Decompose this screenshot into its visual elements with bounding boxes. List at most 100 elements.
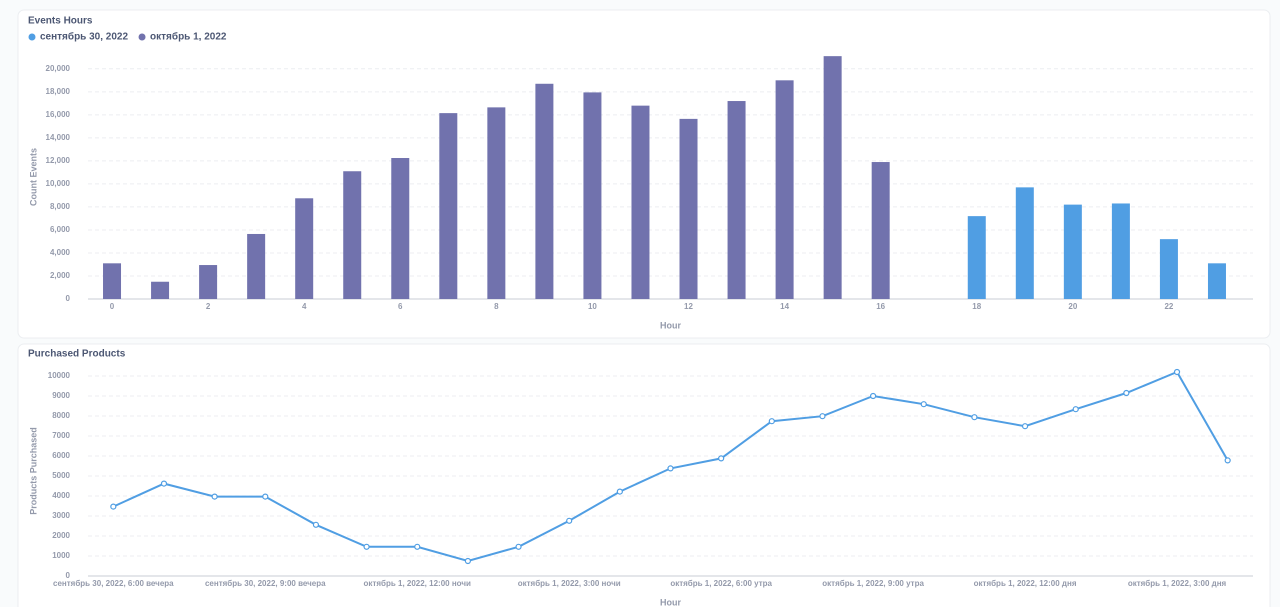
bar	[775, 80, 794, 299]
bar	[151, 281, 170, 299]
bar	[535, 83, 554, 299]
x-tick-label: сентябрь 30, 2022, 6:00 вечера	[53, 579, 174, 588]
point	[1021, 423, 1029, 430]
x-tick-label: октябрь 1, 2022, 3:00 ночи	[518, 579, 621, 588]
point	[971, 414, 978, 421]
point	[464, 557, 471, 565]
point	[718, 455, 725, 462]
y-tick-label: 10000	[48, 371, 71, 380]
bar	[295, 198, 314, 299]
bar	[823, 56, 842, 300]
x-tick-label: сентябрь 30, 2022, 9:00 вечера	[205, 579, 326, 588]
legend-label: октябрь 1, 2022	[150, 31, 227, 43]
bar	[871, 162, 890, 299]
x-axis-label: Hour	[660, 597, 681, 607]
bar	[487, 107, 506, 300]
y-tick-label: 9000	[52, 391, 70, 400]
x-tick-label: 2	[206, 302, 211, 311]
x-tick-label: октябрь 1, 2022, 3:00 дня	[1128, 579, 1227, 588]
point	[920, 401, 927, 408]
x-tick-label: октябрь 1, 2022, 12:00 дня	[974, 579, 1077, 588]
y-tick-label: 6000	[52, 451, 70, 460]
legend-dot	[138, 33, 146, 41]
legend-dot	[28, 33, 36, 41]
y-tick-label: 0	[66, 571, 71, 580]
y-tick-label: 7000	[52, 431, 70, 440]
y-tick-label: 18,000	[46, 87, 71, 96]
y-tick-label: 3000	[52, 511, 70, 520]
bar	[1063, 204, 1082, 299]
point	[1072, 406, 1079, 413]
y-tick-label: 4,000	[50, 248, 71, 257]
x-tick-label: 0	[110, 302, 115, 311]
y-tick-label: 8000	[52, 411, 70, 420]
y-axis-label: Count Events	[28, 148, 38, 206]
x-tick-label: 8	[494, 302, 499, 311]
point	[110, 503, 117, 510]
bar	[103, 263, 122, 299]
bar	[343, 171, 362, 299]
y-tick-label: 6,000	[50, 225, 71, 234]
bar	[1159, 239, 1178, 299]
x-tick-label: 6	[398, 302, 403, 311]
point	[1173, 368, 1181, 376]
y-tick-label: 0	[66, 294, 71, 303]
y-tick-label: 2,000	[50, 271, 71, 280]
bar	[1207, 263, 1226, 299]
y-tick-label: 4000	[52, 491, 70, 500]
x-tick-label: 20	[1068, 302, 1077, 311]
bar	[631, 105, 650, 299]
y-tick-label: 10,000	[46, 179, 71, 188]
y-tick-label: 14,000	[46, 133, 71, 142]
point	[262, 493, 269, 500]
x-tick-label: октябрь 1, 2022, 6:00 утра	[670, 579, 772, 588]
point	[616, 488, 623, 495]
y-tick-label: 12,000	[46, 156, 71, 165]
bar	[199, 265, 218, 299]
chart-title: Events Hours	[28, 16, 93, 27]
x-axis-label: Hour	[660, 320, 681, 330]
chart-title: Purchased Products	[28, 349, 126, 360]
x-tick-label: 16	[876, 302, 885, 311]
x-tick-label: 4	[302, 302, 307, 311]
point	[160, 480, 168, 487]
point	[566, 517, 573, 524]
y-tick-label: 20,000	[46, 64, 71, 73]
bar	[967, 216, 986, 299]
point	[312, 521, 320, 528]
point	[768, 418, 775, 425]
x-tick-label: октябрь 1, 2022, 12:00 ночи	[364, 579, 471, 588]
point	[819, 413, 826, 420]
y-tick-label: 8,000	[50, 202, 71, 211]
y-tick-label: 2000	[52, 531, 70, 540]
point	[414, 543, 421, 550]
bar	[583, 92, 602, 299]
x-tick-label: 12	[684, 302, 693, 311]
point	[515, 543, 522, 550]
bar	[439, 113, 458, 299]
bar	[727, 101, 746, 299]
y-tick-label: 5000	[52, 471, 70, 480]
point	[870, 392, 877, 400]
y-tick-label: 1000	[52, 551, 70, 560]
x-tick-label: октябрь 1, 2022, 9:00 утра	[822, 579, 924, 588]
bar	[391, 158, 410, 299]
bar	[247, 233, 266, 299]
y-axis-label: Products Purchased	[28, 427, 38, 515]
x-tick-label: 18	[972, 302, 981, 311]
point	[1224, 457, 1231, 464]
bar	[679, 118, 698, 300]
legend-label: сентябрь 30, 2022	[40, 31, 128, 43]
bar	[1111, 203, 1130, 299]
bar	[1015, 187, 1034, 299]
y-tick-label: 16,000	[46, 110, 71, 119]
x-tick-label: 10	[588, 302, 597, 311]
point	[211, 493, 218, 500]
x-tick-label: 14	[780, 302, 789, 311]
point	[363, 543, 370, 550]
x-tick-label: 22	[1164, 302, 1173, 311]
point	[1123, 389, 1130, 397]
point	[667, 465, 674, 472]
